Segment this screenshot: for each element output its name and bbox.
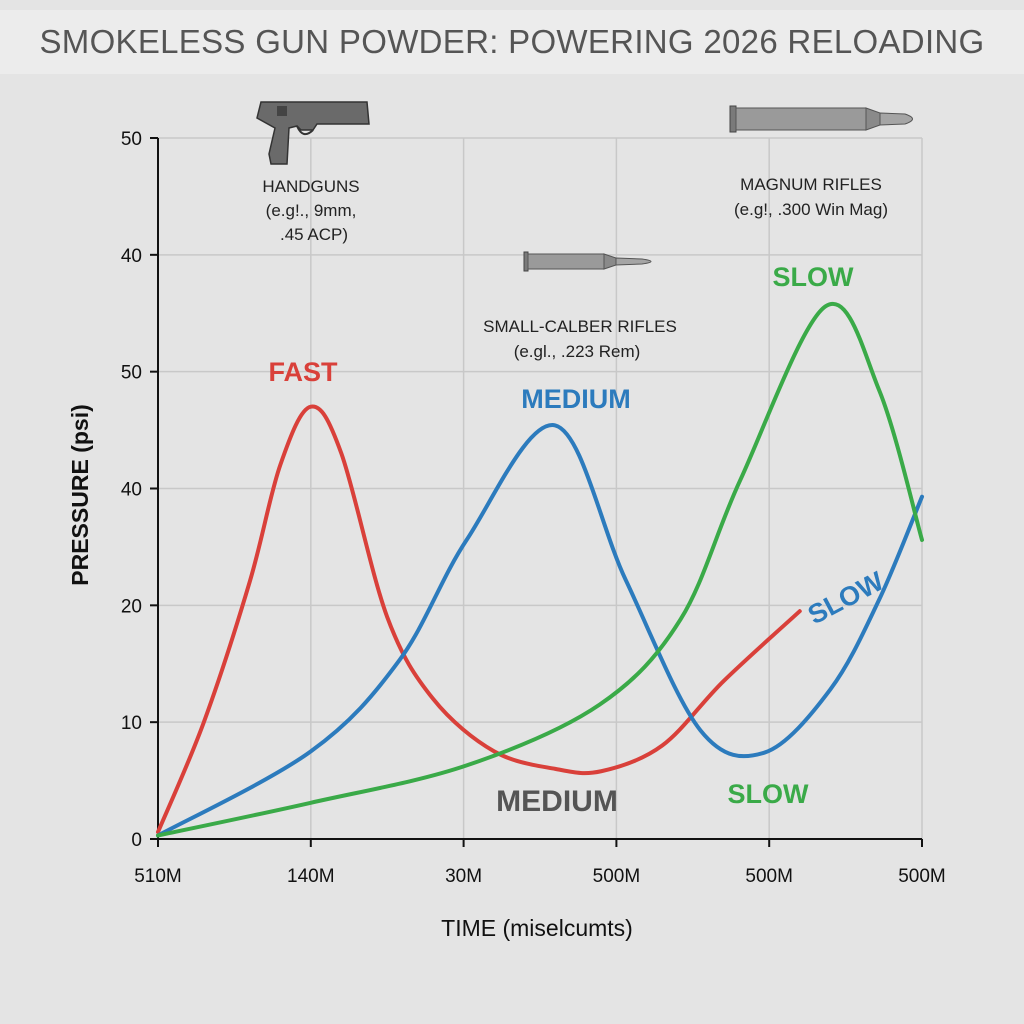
series-lines [156, 302, 924, 838]
y-tick-label: 10 [121, 713, 142, 734]
y-axis-label: PRESSURE (psi) [67, 404, 93, 585]
y-tick-label: 40 [121, 246, 142, 267]
magnum-example: (e.g!, .300 Win Mag) [734, 200, 888, 219]
series-line-0 [156, 404, 802, 834]
x-axis-label: TIME (miselcumts) [441, 915, 633, 941]
small-caliber-label: SMALL-CALBER RIFLES [483, 317, 677, 336]
series-line-2 [156, 302, 924, 838]
chart-title: SMOKELESS GUN POWDER: POWERING 2026 RELO… [39, 23, 985, 60]
y-tick-label: 0 [131, 830, 142, 851]
x-tick-label: 140M [287, 866, 335, 887]
grid [158, 137, 923, 840]
small-caliber-example: (e.gl., .223 Rem) [514, 342, 641, 361]
x-tick-label: 500M [898, 866, 946, 887]
y-tick-label: 20 [121, 596, 142, 617]
slow-green-bottom-label: SLOW [728, 779, 810, 809]
x-tick-label: 500M [593, 866, 641, 887]
medium-blue-label: MEDIUM [521, 384, 631, 414]
handguns-example-2: .45 ACP) [280, 225, 348, 244]
y-tick-label: 50 [121, 129, 142, 150]
medium-gray-label: MEDIUM [496, 785, 618, 818]
title-bar: SMOKELESS GUN POWDER: POWERING 2026 RELO… [0, 10, 1024, 74]
x-tick-label: 500M [745, 866, 793, 887]
axes: 0 10 20 40 50 40 50 510M 140M 30M 500M 500M 500M [121, 129, 946, 887]
rifle-cartridge-icon [729, 105, 913, 133]
x-tick-label: 30M [445, 866, 482, 887]
pistol-icon [256, 101, 370, 165]
fast-label: FAST [268, 357, 338, 387]
magnum-label: MAGNUM RIFLES [740, 175, 882, 194]
slow-green-top-label: SLOW [773, 262, 855, 292]
small-cartridge-icon [523, 251, 652, 272]
slow-blue-label: SLOW [803, 566, 889, 631]
x-tick-label: 510M [134, 866, 182, 887]
series-line-1 [156, 423, 924, 838]
handguns-label: HANDGUNS [262, 177, 359, 196]
y-tick-label: 40 [121, 480, 142, 501]
handguns-example: (e.g!., 9mm, [266, 201, 357, 220]
y-tick-label: 50 [121, 363, 142, 384]
